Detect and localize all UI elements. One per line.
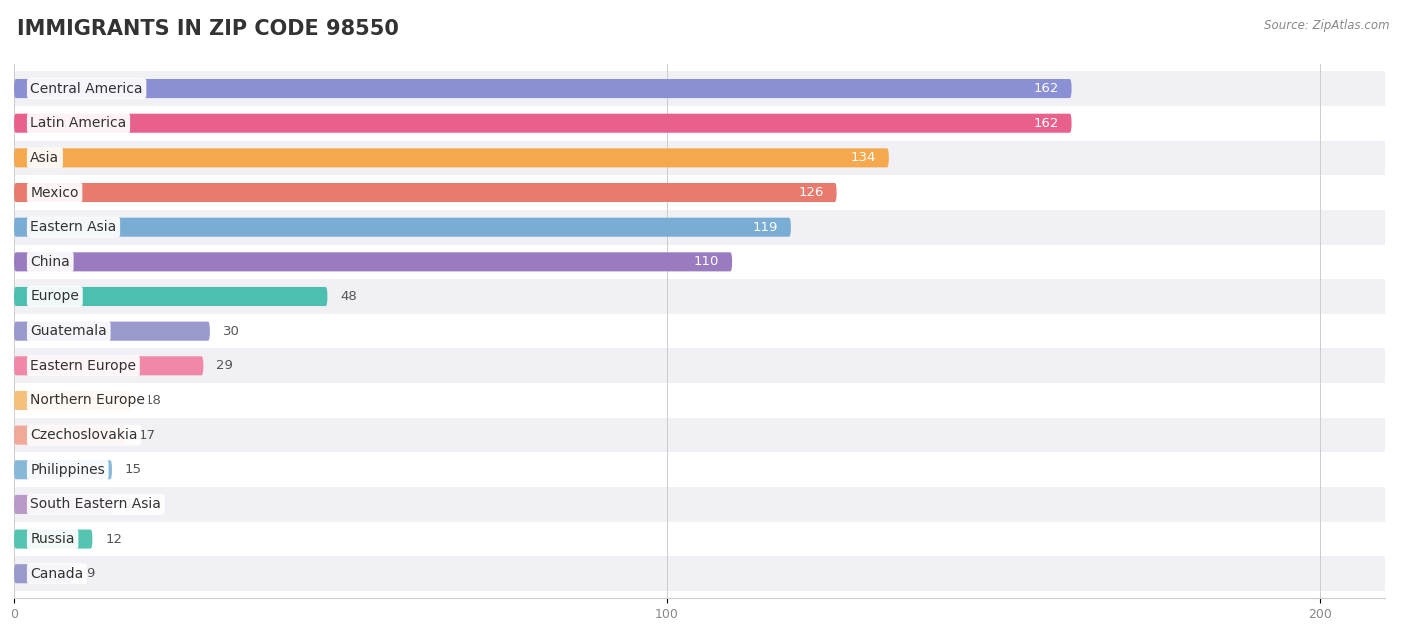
Text: 15: 15 <box>125 463 142 476</box>
Bar <box>14 141 1385 175</box>
Text: Eastern Asia: Eastern Asia <box>31 220 117 234</box>
Bar <box>14 453 1385 487</box>
Text: South Eastern Asia: South Eastern Asia <box>31 498 162 511</box>
FancyBboxPatch shape <box>14 564 73 583</box>
Text: Mexico: Mexico <box>31 186 79 199</box>
Text: 30: 30 <box>224 325 240 338</box>
Text: Central America: Central America <box>31 82 143 96</box>
Text: 126: 126 <box>799 186 824 199</box>
Text: 162: 162 <box>1033 82 1059 95</box>
FancyBboxPatch shape <box>14 495 112 514</box>
Text: Asia: Asia <box>31 151 59 165</box>
Text: 119: 119 <box>752 221 778 233</box>
Text: 134: 134 <box>851 151 876 165</box>
FancyBboxPatch shape <box>14 183 837 202</box>
Bar <box>14 106 1385 141</box>
Text: Canada: Canada <box>31 566 83 581</box>
Text: Czechoslovakia: Czechoslovakia <box>31 428 138 442</box>
Bar <box>14 314 1385 349</box>
Text: Latin America: Latin America <box>31 116 127 131</box>
Text: 9: 9 <box>86 567 94 580</box>
FancyBboxPatch shape <box>14 217 792 237</box>
Bar <box>14 279 1385 314</box>
Text: Eastern Europe: Eastern Europe <box>31 359 136 373</box>
FancyBboxPatch shape <box>14 356 204 376</box>
Text: Europe: Europe <box>31 289 79 303</box>
FancyBboxPatch shape <box>14 426 125 445</box>
Bar <box>14 349 1385 383</box>
FancyBboxPatch shape <box>14 252 733 271</box>
Text: 12: 12 <box>105 532 122 545</box>
Bar <box>14 244 1385 279</box>
FancyBboxPatch shape <box>14 460 112 479</box>
Text: 17: 17 <box>138 429 155 442</box>
Bar <box>14 487 1385 521</box>
Text: China: China <box>31 255 70 269</box>
Bar <box>14 71 1385 106</box>
Text: 18: 18 <box>145 394 162 407</box>
Text: 48: 48 <box>340 290 357 303</box>
Bar <box>14 175 1385 210</box>
Text: Source: ZipAtlas.com: Source: ZipAtlas.com <box>1264 19 1389 32</box>
Text: Russia: Russia <box>31 532 75 546</box>
Text: Philippines: Philippines <box>31 463 105 476</box>
FancyBboxPatch shape <box>14 114 1071 132</box>
Bar <box>14 418 1385 453</box>
FancyBboxPatch shape <box>14 79 1071 98</box>
FancyBboxPatch shape <box>14 322 209 341</box>
FancyBboxPatch shape <box>14 287 328 306</box>
FancyBboxPatch shape <box>14 530 93 548</box>
Text: 29: 29 <box>217 359 233 372</box>
FancyBboxPatch shape <box>14 391 132 410</box>
Bar <box>14 210 1385 244</box>
Text: IMMIGRANTS IN ZIP CODE 98550: IMMIGRANTS IN ZIP CODE 98550 <box>17 19 399 39</box>
Bar <box>14 556 1385 591</box>
Text: Northern Europe: Northern Europe <box>31 394 145 408</box>
FancyBboxPatch shape <box>14 149 889 167</box>
Text: 15: 15 <box>125 498 142 511</box>
Bar <box>14 383 1385 418</box>
Text: 110: 110 <box>693 255 718 268</box>
Text: 162: 162 <box>1033 117 1059 130</box>
Bar <box>14 521 1385 556</box>
Text: Guatemala: Guatemala <box>31 324 107 338</box>
